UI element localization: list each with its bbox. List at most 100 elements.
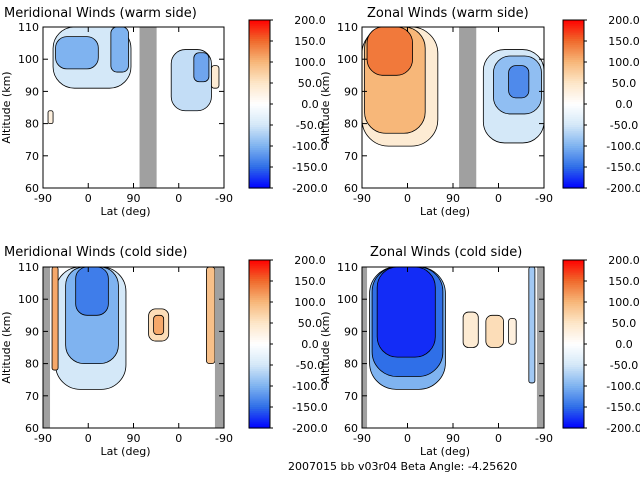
- colorbar-band: [249, 358, 270, 362]
- x-tick-label: 0: [404, 192, 411, 205]
- colorbar-band: [563, 91, 584, 95]
- colorbar-band: [563, 156, 584, 160]
- colorbar-band: [249, 283, 270, 286]
- colorbar-band: [563, 371, 584, 374]
- colorbar-band: [563, 268, 584, 272]
- y-tick-label: 100: [18, 53, 39, 66]
- colorbar-band: [249, 310, 270, 314]
- colorbar-band: [563, 373, 584, 377]
- colorbar-band: [563, 110, 584, 113]
- colorbar-band: [563, 423, 584, 427]
- colorbar-band: [249, 101, 270, 105]
- colorbar-band: [249, 281, 270, 284]
- contour-region: [462, 311, 479, 348]
- contour-region: [508, 65, 530, 99]
- colorbar-band: [249, 398, 270, 402]
- contour-region: [51, 267, 59, 371]
- colorbar-band: [563, 152, 584, 155]
- colorbar-band: [563, 57, 584, 61]
- colorbar-tick-label: 100.0: [294, 56, 326, 69]
- colorbar-band: [563, 95, 584, 99]
- colorbar-band: [563, 350, 584, 353]
- colorbar-band: [563, 177, 584, 181]
- colorbar-band: [563, 383, 584, 387]
- colorbar-band: [563, 331, 584, 335]
- colorbar-band: [249, 51, 270, 55]
- colorbar-band: [563, 76, 584, 80]
- contour-region: [376, 267, 436, 358]
- colorbar-band: [249, 45, 270, 48]
- colorbar-band: [563, 51, 584, 55]
- colorbar-band: [563, 333, 584, 337]
- colorbar-band: [249, 415, 270, 419]
- x-tick-label: 0: [495, 192, 502, 205]
- colorbar-band: [249, 87, 270, 90]
- colorbar-band: [563, 62, 584, 65]
- x-tick-label: -90: [353, 192, 371, 205]
- colorbar-band: [249, 162, 270, 166]
- colorbar-band: [563, 262, 584, 265]
- x-tick-label: -90: [34, 432, 52, 445]
- wind-panel-4: Zonal Winds (cold side) 60 70 80 90 100 110 -90…: [319, 245, 640, 458]
- colorbar-band: [249, 181, 270, 185]
- colorbar-tick-label: -50.0: [296, 359, 324, 372]
- colorbar-band: [563, 379, 584, 383]
- y-axis-label: Altitude (km): [0, 71, 13, 143]
- y-tick-label: 90: [344, 325, 358, 338]
- colorbar-band: [249, 160, 270, 164]
- colorbar-band: [563, 45, 584, 48]
- colorbar-band: [563, 114, 584, 118]
- colorbar-band: [563, 47, 584, 50]
- colorbar-band: [563, 341, 584, 345]
- colorbar-band: [563, 26, 584, 29]
- colorbar-band: [249, 167, 270, 170]
- colorbar-band: [249, 356, 270, 360]
- colorbar-band: [249, 24, 270, 27]
- colorbar-band: [249, 108, 270, 111]
- colorbar-band: [563, 24, 584, 27]
- y-tick-label: 80: [344, 358, 358, 371]
- x-tick-label: 0: [175, 432, 182, 445]
- colorbar-band: [563, 417, 584, 421]
- colorbar-band: [563, 390, 584, 393]
- colorbar-band: [563, 339, 584, 343]
- colorbar-band: [563, 78, 584, 82]
- x-tick-label: -90: [215, 432, 233, 445]
- colorbar-band: [249, 260, 270, 263]
- colorbar-tick-label: 100.0: [294, 296, 326, 309]
- colorbar-band: [563, 344, 584, 347]
- colorbar-band: [249, 278, 270, 282]
- colorbar-band: [563, 120, 584, 124]
- colorbar-band: [563, 369, 584, 372]
- colorbar: 200.0 150.0 100.0 50.0 0.0 -50.0 -100.0 -150.0 -…: [248, 14, 328, 195]
- colorbar-band: [249, 183, 270, 187]
- colorbar-tick-label: 200.0: [294, 254, 326, 267]
- colorbar-band: [249, 114, 270, 118]
- colorbar-band: [563, 171, 584, 174]
- colorbar-band: [563, 22, 584, 25]
- colorbar-band: [563, 53, 584, 57]
- colorbar-band: [249, 43, 270, 46]
- data-gap-band: [214, 267, 224, 428]
- colorbar-band: [563, 409, 584, 412]
- colorbar-band: [249, 314, 270, 318]
- colorbar-band: [249, 112, 270, 116]
- colorbar-band: [249, 293, 270, 297]
- colorbar-band: [563, 150, 584, 153]
- colorbar-band: [249, 116, 270, 120]
- y-tick-label: 60: [25, 182, 39, 195]
- colorbar-tick-label: -50.0: [610, 359, 638, 372]
- colorbar-band: [249, 76, 270, 80]
- colorbar-band: [249, 38, 270, 42]
- colorbar-band: [563, 419, 584, 423]
- colorbar-band: [249, 20, 270, 23]
- colorbar-tick-label: 150.0: [294, 275, 326, 288]
- colorbar-band: [249, 125, 270, 128]
- colorbar-band: [563, 289, 584, 293]
- colorbar-band: [249, 154, 270, 158]
- contour-region: [47, 110, 54, 125]
- colorbar-band: [249, 104, 270, 107]
- colorbar-band: [249, 57, 270, 61]
- colorbar-tick-label: 150.0: [608, 35, 640, 48]
- colorbar-band: [249, 407, 270, 410]
